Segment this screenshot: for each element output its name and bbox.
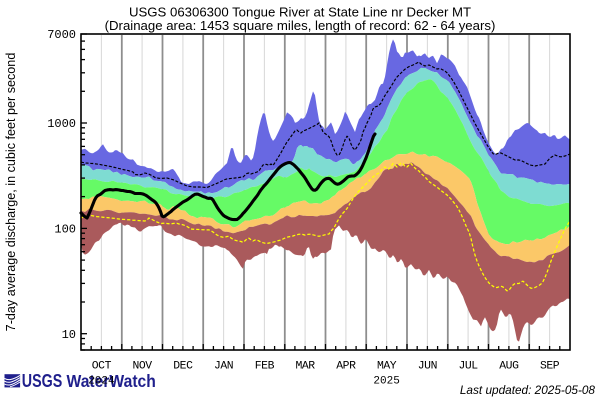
svg-text:AUG: AUG xyxy=(499,361,519,373)
svg-text:2024: 2024 xyxy=(88,376,115,388)
svg-text:7000: 7000 xyxy=(47,28,76,42)
svg-text:JAN: JAN xyxy=(214,361,233,373)
svg-text:10: 10 xyxy=(62,328,76,342)
svg-text:NOV: NOV xyxy=(132,361,152,373)
svg-text:1000: 1000 xyxy=(47,117,76,131)
svg-text:7-day average discharge, in cu: 7-day average discharge, in cubic feet p… xyxy=(4,53,18,332)
svg-text:DEC: DEC xyxy=(173,361,193,373)
svg-text:USGS: USGS xyxy=(22,370,62,391)
svg-text:WaterWatch: WaterWatch xyxy=(67,371,156,391)
svg-text:MAY: MAY xyxy=(377,361,397,373)
svg-text:USGS 06306300 Tongue River at: USGS 06306300 Tongue River at State Line… xyxy=(129,5,471,20)
svg-text:100: 100 xyxy=(54,223,76,237)
svg-text:MAR: MAR xyxy=(295,361,315,373)
svg-text:2025: 2025 xyxy=(373,376,399,388)
svg-text:JUN: JUN xyxy=(418,361,437,373)
svg-text:(Drainage area: 1453 square mi: (Drainage area: 1453 square miles, lengt… xyxy=(105,18,496,33)
svg-text:APR: APR xyxy=(336,361,356,373)
svg-text:OCT: OCT xyxy=(92,361,112,373)
svg-text:Last updated: 2025-05-08: Last updated: 2025-05-08 xyxy=(460,383,596,397)
svg-text:SEP: SEP xyxy=(540,361,560,373)
svg-text:FEB: FEB xyxy=(255,361,275,373)
svg-text:JUL: JUL xyxy=(458,361,478,373)
